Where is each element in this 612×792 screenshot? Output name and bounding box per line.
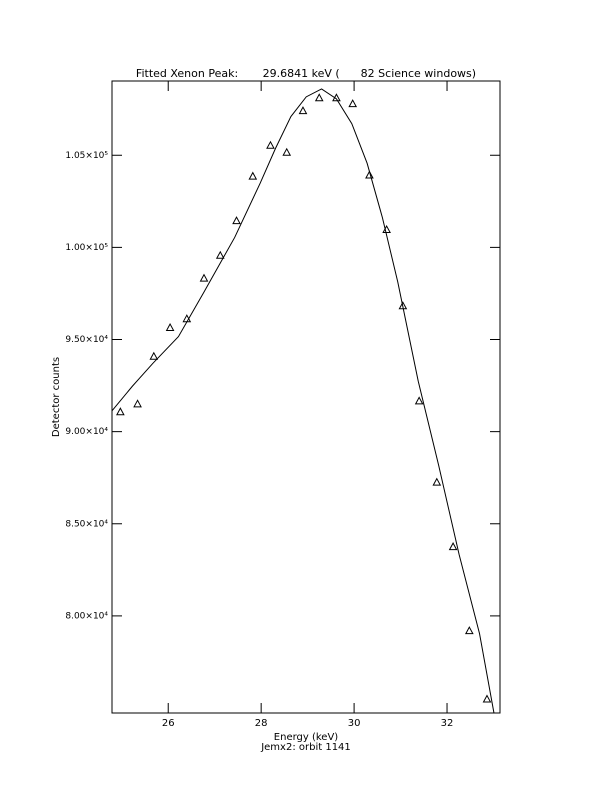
data-point xyxy=(448,542,458,551)
data-point xyxy=(232,216,241,225)
x-axis-label: Energy (keV) xyxy=(274,732,339,743)
data-point xyxy=(298,106,308,115)
y-tick-label: 9.00×10⁴ xyxy=(65,427,108,437)
data-point xyxy=(266,140,275,149)
data-point xyxy=(432,477,442,486)
fit-line xyxy=(111,88,495,714)
x-tick-label: 28 xyxy=(255,718,268,729)
data-point xyxy=(482,694,492,703)
data-point xyxy=(464,626,474,635)
data-point xyxy=(116,407,125,416)
y-axis-label: Detector counts xyxy=(51,357,62,437)
data-point xyxy=(348,99,358,108)
data-point xyxy=(365,170,374,179)
data-point xyxy=(414,396,424,405)
data-point xyxy=(282,147,292,156)
data-point xyxy=(314,93,324,102)
plot-frame xyxy=(111,80,501,714)
data-point xyxy=(133,399,142,408)
data-point xyxy=(165,322,175,332)
y-tick-label: 8.50×10⁴ xyxy=(65,519,108,529)
data-point xyxy=(149,351,159,360)
data-point xyxy=(248,171,258,180)
x-tick-label: 32 xyxy=(441,718,454,729)
data-point xyxy=(215,250,225,259)
y-tick-label: 1.00×10⁵ xyxy=(65,243,108,253)
y-tick-label: 9.50×10⁴ xyxy=(65,335,108,345)
y-tick-label: 8.00×10⁴ xyxy=(65,611,108,621)
chart-title: Fitted Xenon Peak: 29.6841 keV ( 82 Scie… xyxy=(136,67,476,80)
x-tick-label: 30 xyxy=(348,718,361,729)
subtitle: Jemx2: orbit 1141 xyxy=(260,742,351,753)
y-tick-label: 1.05×10⁵ xyxy=(65,151,108,161)
x-tick-label: 26 xyxy=(162,718,175,729)
data-point xyxy=(199,273,209,282)
